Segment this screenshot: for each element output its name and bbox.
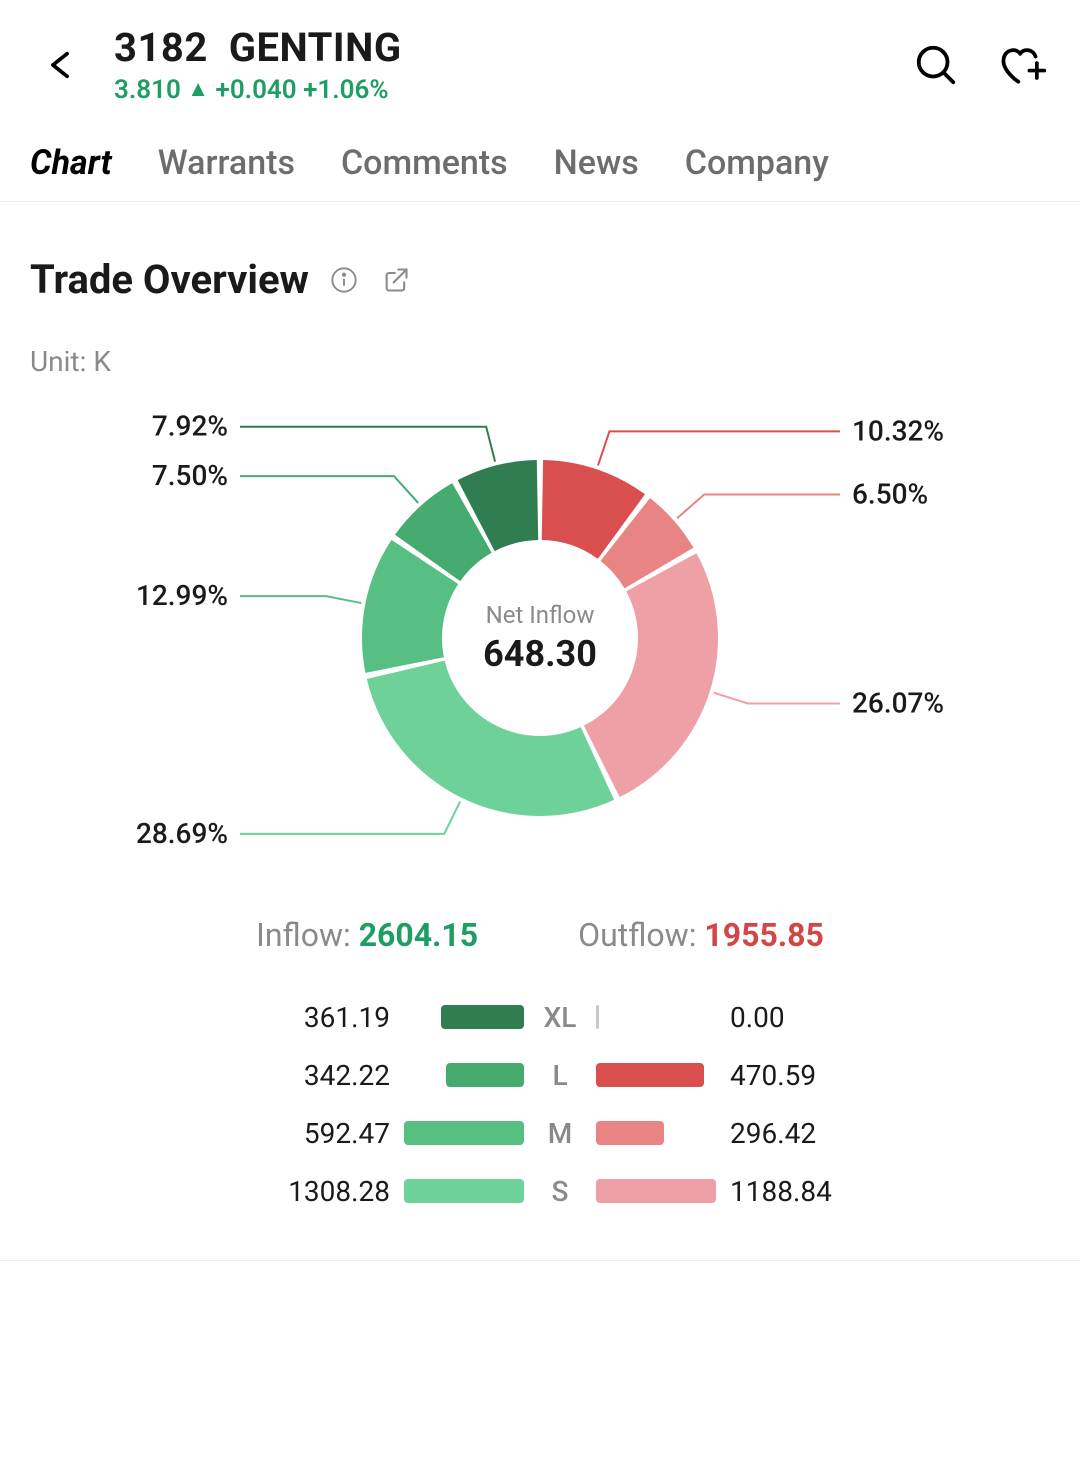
inflow-value: 2604.15 — [359, 916, 478, 954]
chevron-left-icon — [43, 44, 77, 86]
tab-news[interactable]: News — [554, 143, 639, 183]
size-label: L — [538, 1059, 582, 1092]
donut-segment — [367, 661, 614, 816]
info-button[interactable] — [327, 263, 361, 297]
price-change-line: 3.810 ▲ +0.040 +1.06% — [114, 75, 908, 105]
unit-label: Unit: K — [30, 345, 1050, 378]
heart-plus-icon — [996, 41, 1048, 89]
inflow-bar — [404, 1063, 524, 1087]
change-abs: +0.040 — [216, 75, 297, 105]
outflow-bar-value: 470.59 — [730, 1059, 1030, 1092]
price-value: 3.810 — [114, 75, 181, 105]
donut-segment-label: 10.32% — [852, 414, 944, 447]
flow-bar-row: 361.19XL0.00 — [90, 988, 990, 1046]
inflow-bar-value: 592.47 — [90, 1117, 390, 1150]
donut-segment-label: 7.92% — [152, 410, 228, 443]
flow-bar-row: 1308.28S1188.84 — [90, 1162, 990, 1220]
inflow-bar — [404, 1005, 524, 1029]
outflow-bar-value: 0.00 — [730, 1001, 1030, 1034]
ticker-name: GENTING — [229, 24, 402, 71]
flow-bar-row: 342.22L470.59 — [90, 1046, 990, 1104]
outflow-value: 1955.85 — [704, 916, 823, 954]
size-label: S — [538, 1175, 582, 1208]
inflow-bar — [404, 1179, 524, 1203]
ticker-title: 3182 GENTING — [114, 24, 908, 71]
inflow-bar-value: 342.22 — [90, 1059, 390, 1092]
back-button[interactable] — [30, 35, 90, 95]
donut-segment — [584, 553, 718, 797]
donut-segment-label: 12.99% — [136, 579, 228, 612]
tab-chart[interactable]: Chart — [30, 143, 112, 183]
outflow-bar — [596, 1005, 716, 1029]
info-icon — [330, 266, 358, 294]
tab-comments[interactable]: Comments — [341, 143, 508, 183]
tabs-bar: Chart Warrants Comments News Company — [0, 115, 1080, 202]
change-pct: +1.06% — [303, 75, 388, 105]
share-button[interactable] — [379, 263, 413, 297]
arrow-up-icon: ▲ — [187, 77, 209, 102]
flow-summary-row: Inflow: 2604.15 Outflow: 1955.85 — [30, 916, 1050, 954]
outflow-bar — [596, 1121, 716, 1145]
size-label: XL — [538, 1001, 582, 1034]
donut-center-label: Net Inflow — [483, 601, 597, 629]
donut-segment-label: 28.69% — [136, 817, 228, 850]
size-label: M — [538, 1117, 582, 1150]
page-header: 3182 GENTING 3.810 ▲ +0.040 +1.06% — [0, 0, 1080, 115]
trade-overview-section: Trade Overview Unit: K 10.32% 6.50% 26.07%… — [0, 202, 1080, 1261]
ticker-code: 3182 — [114, 24, 208, 71]
outflow-bar — [596, 1179, 716, 1203]
donut-segment-label: 7.50% — [152, 459, 228, 492]
favorite-add-button[interactable] — [994, 37, 1050, 93]
donut-leader — [714, 693, 840, 704]
inflow-bar — [404, 1121, 524, 1145]
outflow-label: Outflow: — [578, 916, 696, 954]
donut-leader — [598, 431, 840, 465]
search-icon — [913, 42, 959, 88]
donut-chart-area: 10.32%6.50%26.07%28.69%12.99%7.50%7.92% … — [30, 408, 1050, 868]
flow-bar-table: 361.19XL0.00342.22L470.59592.47M296.4213… — [90, 988, 990, 1220]
donut-leader — [240, 802, 460, 834]
donut-leader — [240, 596, 361, 603]
donut-segment-label: 6.50% — [852, 478, 928, 511]
donut-segment-label: 26.07% — [852, 686, 944, 719]
donut-leader — [677, 495, 840, 519]
share-icon — [382, 266, 410, 294]
outflow-bar-value: 296.42 — [730, 1117, 1030, 1150]
inflow-label: Inflow: — [256, 916, 351, 954]
tab-warrants[interactable]: Warrants — [158, 143, 295, 183]
outflow-bar-value: 1188.84 — [730, 1175, 1030, 1208]
section-title: Trade Overview — [30, 256, 309, 303]
tab-company[interactable]: Company — [685, 143, 829, 183]
donut-leader — [240, 476, 418, 503]
inflow-bar-value: 1308.28 — [90, 1175, 390, 1208]
inflow-bar-value: 361.19 — [90, 1001, 390, 1034]
donut-center-value: 648.30 — [483, 633, 597, 675]
outflow-bar — [596, 1063, 716, 1087]
flow-bar-row: 592.47M296.42 — [90, 1104, 990, 1162]
search-button[interactable] — [908, 37, 964, 93]
donut-leader — [240, 427, 495, 462]
